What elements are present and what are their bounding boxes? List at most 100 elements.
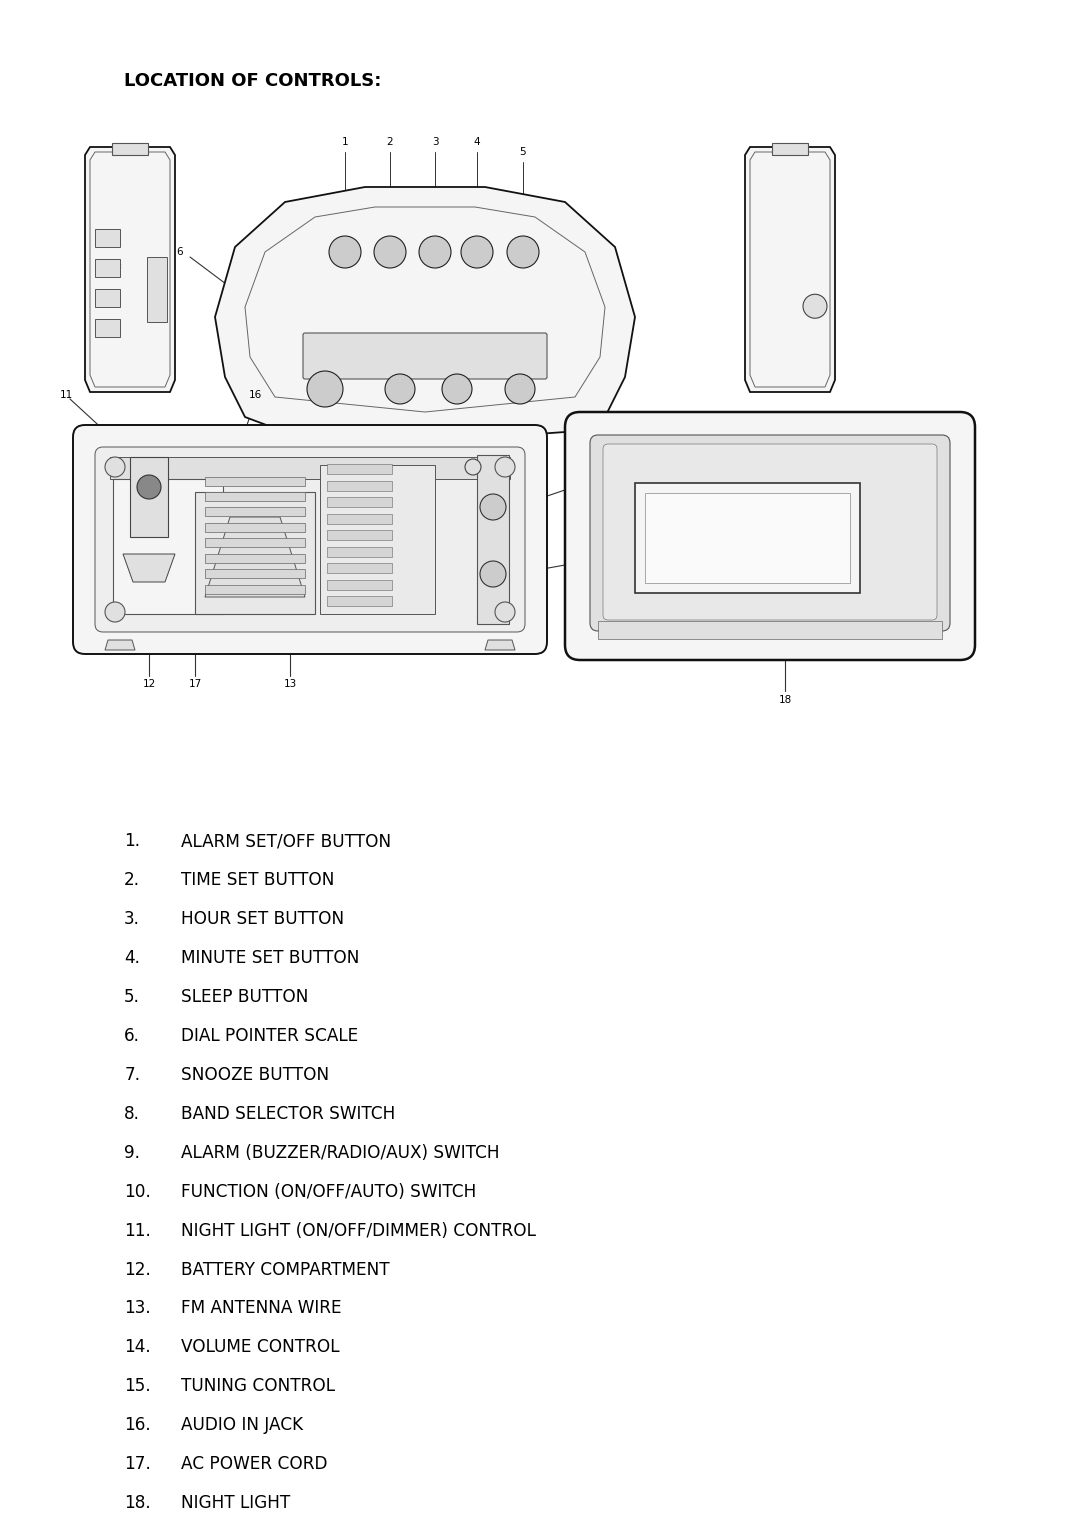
FancyBboxPatch shape (565, 412, 975, 660)
Text: 7.: 7. (124, 1066, 140, 1084)
Circle shape (384, 374, 415, 405)
Circle shape (419, 237, 451, 269)
Bar (477, 455, 509, 625)
Bar (205, 554, 305, 563)
Bar (205, 570, 305, 579)
Polygon shape (485, 640, 515, 651)
Text: 13: 13 (283, 680, 297, 689)
Text: VOLUME: VOLUME (100, 264, 123, 269)
Text: 17: 17 (188, 680, 202, 689)
Polygon shape (745, 147, 835, 392)
Circle shape (804, 295, 827, 318)
Text: 16.: 16. (124, 1416, 151, 1434)
Text: 11: 11 (60, 389, 73, 400)
Bar (205, 539, 305, 548)
Text: FUNCTION (ON/OFF/AUTO) SWITCH: FUNCTION (ON/OFF/AUTO) SWITCH (181, 1182, 476, 1200)
Bar (95, 229, 120, 247)
Text: 4: 4 (474, 137, 481, 147)
Bar (130, 457, 168, 538)
Text: 5.: 5. (124, 988, 140, 1006)
Bar (205, 492, 305, 501)
Text: 10.: 10. (124, 1182, 151, 1200)
Circle shape (374, 237, 406, 269)
Circle shape (461, 237, 492, 269)
Text: TIME SET BUTTON: TIME SET BUTTON (181, 870, 335, 889)
Circle shape (507, 237, 539, 269)
Text: 14: 14 (573, 559, 586, 570)
Bar (772, 144, 808, 156)
Text: 2: 2 (387, 137, 393, 147)
Polygon shape (105, 640, 135, 651)
Text: 9: 9 (454, 467, 460, 476)
FancyBboxPatch shape (603, 444, 937, 620)
Polygon shape (215, 186, 635, 441)
Text: 2.: 2. (124, 870, 140, 889)
Text: BAND SELECTOR SWITCH: BAND SELECTOR SWITCH (181, 1104, 395, 1122)
Text: 4.: 4. (124, 948, 140, 967)
Text: 12: 12 (143, 680, 156, 689)
Bar (205, 507, 305, 516)
Bar (327, 481, 392, 490)
Text: 14.: 14. (124, 1338, 151, 1356)
Text: ALARM SET/OFF BUTTON: ALARM SET/OFF BUTTON (181, 832, 392, 851)
Text: AC POWER CORD: AC POWER CORD (181, 1455, 328, 1474)
Circle shape (480, 560, 507, 586)
Text: DIAL POINTER SCALE: DIAL POINTER SCALE (181, 1026, 359, 1044)
Text: 5: 5 (519, 147, 526, 157)
Text: 11.: 11. (124, 1222, 151, 1240)
Text: 13.: 13. (124, 1299, 151, 1318)
Circle shape (495, 457, 515, 476)
Bar (327, 464, 392, 473)
Text: 3.: 3. (124, 910, 140, 928)
Bar (95, 319, 120, 337)
Text: LOCATION OF CONTROLS:: LOCATION OF CONTROLS: (124, 72, 381, 90)
Polygon shape (205, 518, 305, 597)
Bar (320, 466, 435, 614)
Bar (110, 457, 510, 479)
Bar (327, 547, 392, 556)
Text: 6: 6 (177, 247, 184, 257)
Text: 10: 10 (513, 467, 527, 476)
Text: 8.: 8. (124, 1104, 140, 1122)
Circle shape (329, 237, 361, 269)
Bar (598, 621, 942, 638)
Circle shape (465, 460, 481, 475)
Circle shape (505, 374, 535, 405)
Text: MINUTE SET BUTTON: MINUTE SET BUTTON (181, 948, 360, 967)
Text: 8: 8 (396, 467, 403, 476)
Text: 3: 3 (432, 137, 438, 147)
Text: NIGHT LIGHT (ON/OFF/DIMMER) CONTROL: NIGHT LIGHT (ON/OFF/DIMMER) CONTROL (181, 1222, 537, 1240)
Text: 18.: 18. (124, 1493, 151, 1512)
FancyBboxPatch shape (590, 435, 950, 631)
FancyBboxPatch shape (73, 425, 546, 654)
Bar (327, 580, 392, 589)
Bar (327, 513, 392, 524)
FancyBboxPatch shape (95, 447, 525, 632)
Text: 7: 7 (322, 467, 328, 476)
Circle shape (105, 457, 125, 476)
Bar (327, 530, 392, 541)
Text: 9.: 9. (124, 1144, 140, 1162)
Text: TUNING CONTROL: TUNING CONTROL (181, 1377, 336, 1396)
Bar (327, 563, 392, 573)
Text: ALARM (BUZZER/RADIO/AUX) SWITCH: ALARM (BUZZER/RADIO/AUX) SWITCH (181, 1144, 500, 1162)
Bar (205, 585, 305, 594)
Bar (112, 144, 148, 156)
Polygon shape (123, 554, 175, 582)
Polygon shape (195, 492, 315, 614)
Text: 16: 16 (248, 389, 261, 400)
Text: AUDIO IN JACK: AUDIO IN JACK (181, 1416, 303, 1434)
Circle shape (442, 374, 472, 405)
Text: NIGHT LIGHT: NIGHT LIGHT (181, 1493, 291, 1512)
Bar (327, 596, 392, 606)
Text: 18: 18 (779, 695, 792, 705)
Bar (147, 257, 167, 322)
Text: BATTERY COMPARTMENT: BATTERY COMPARTMENT (181, 1260, 390, 1278)
Polygon shape (85, 147, 175, 392)
Text: HOUR SET BUTTON: HOUR SET BUTTON (181, 910, 345, 928)
Text: FM ANTENNA WIRE: FM ANTENNA WIRE (181, 1299, 342, 1318)
Bar (205, 476, 305, 486)
Circle shape (495, 602, 515, 621)
Bar (645, 493, 850, 583)
Bar (113, 479, 222, 614)
